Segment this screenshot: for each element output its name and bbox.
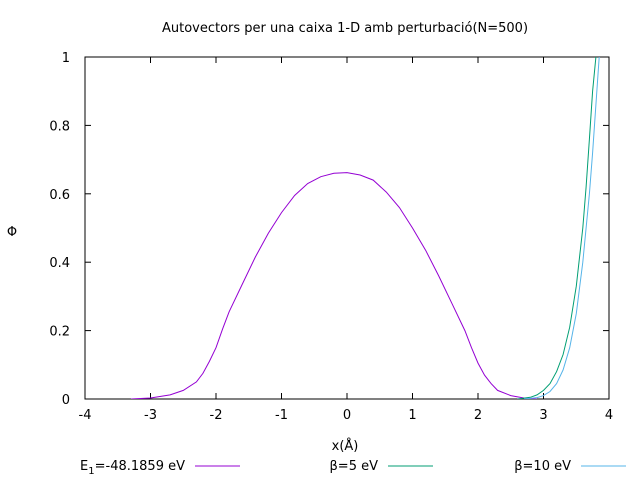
x-tick-label: 2 <box>474 408 482 423</box>
legend-label-text: β=5 eV <box>330 459 379 474</box>
y-tick-label: 0.4 <box>49 256 70 271</box>
chart-title: Autovectors per una caixa 1-D amb pertur… <box>162 21 528 36</box>
x-axis-label: x(Å) <box>332 438 359 454</box>
series-line-1 <box>130 172 538 399</box>
y-tick-label: 0.2 <box>49 325 70 340</box>
plot-frame <box>84 56 610 400</box>
x-tick-label: 4 <box>605 408 613 423</box>
legend-label-text: β=10 eV <box>514 459 571 474</box>
x-tick-label: -3 <box>144 408 157 423</box>
y-tick-label: 0 <box>62 393 70 408</box>
y-tick-label: 0.6 <box>49 188 70 203</box>
x-tick-label: 1 <box>408 408 416 423</box>
y-axis-ticks: 0 0.2 0.4 0.6 0.8 1 <box>49 51 609 408</box>
x-tick-label: -4 <box>79 408 92 423</box>
legend-label-text: =-48.1859 eV <box>95 459 185 474</box>
legend-label-1: E1=-48.1859 eV <box>80 459 185 477</box>
legend-label-subscript: 1 <box>88 466 94 477</box>
x-tick-label: 3 <box>539 408 547 423</box>
x-tick-label: -2 <box>210 408 223 423</box>
legend-label-base: E <box>80 459 88 474</box>
series-line-3 <box>523 57 600 399</box>
y-tick-label: 1 <box>62 51 70 66</box>
x-tick-label: 0 <box>343 408 351 423</box>
y-axis-label: Φ <box>7 225 17 240</box>
series-line-2 <box>517 57 597 399</box>
legend-label-2: β=5 eV <box>330 459 379 474</box>
legend-label-3: β=10 eV <box>514 459 571 474</box>
x-axis-ticks: -4 -3 -2 -1 0 1 2 3 4 <box>79 57 613 423</box>
x-tick-label: -1 <box>275 408 288 423</box>
y-tick-label: 0.8 <box>49 119 70 134</box>
series-layer <box>130 57 600 399</box>
legend: E1=-48.1859 eV β=5 eV β=10 eV <box>80 459 626 477</box>
